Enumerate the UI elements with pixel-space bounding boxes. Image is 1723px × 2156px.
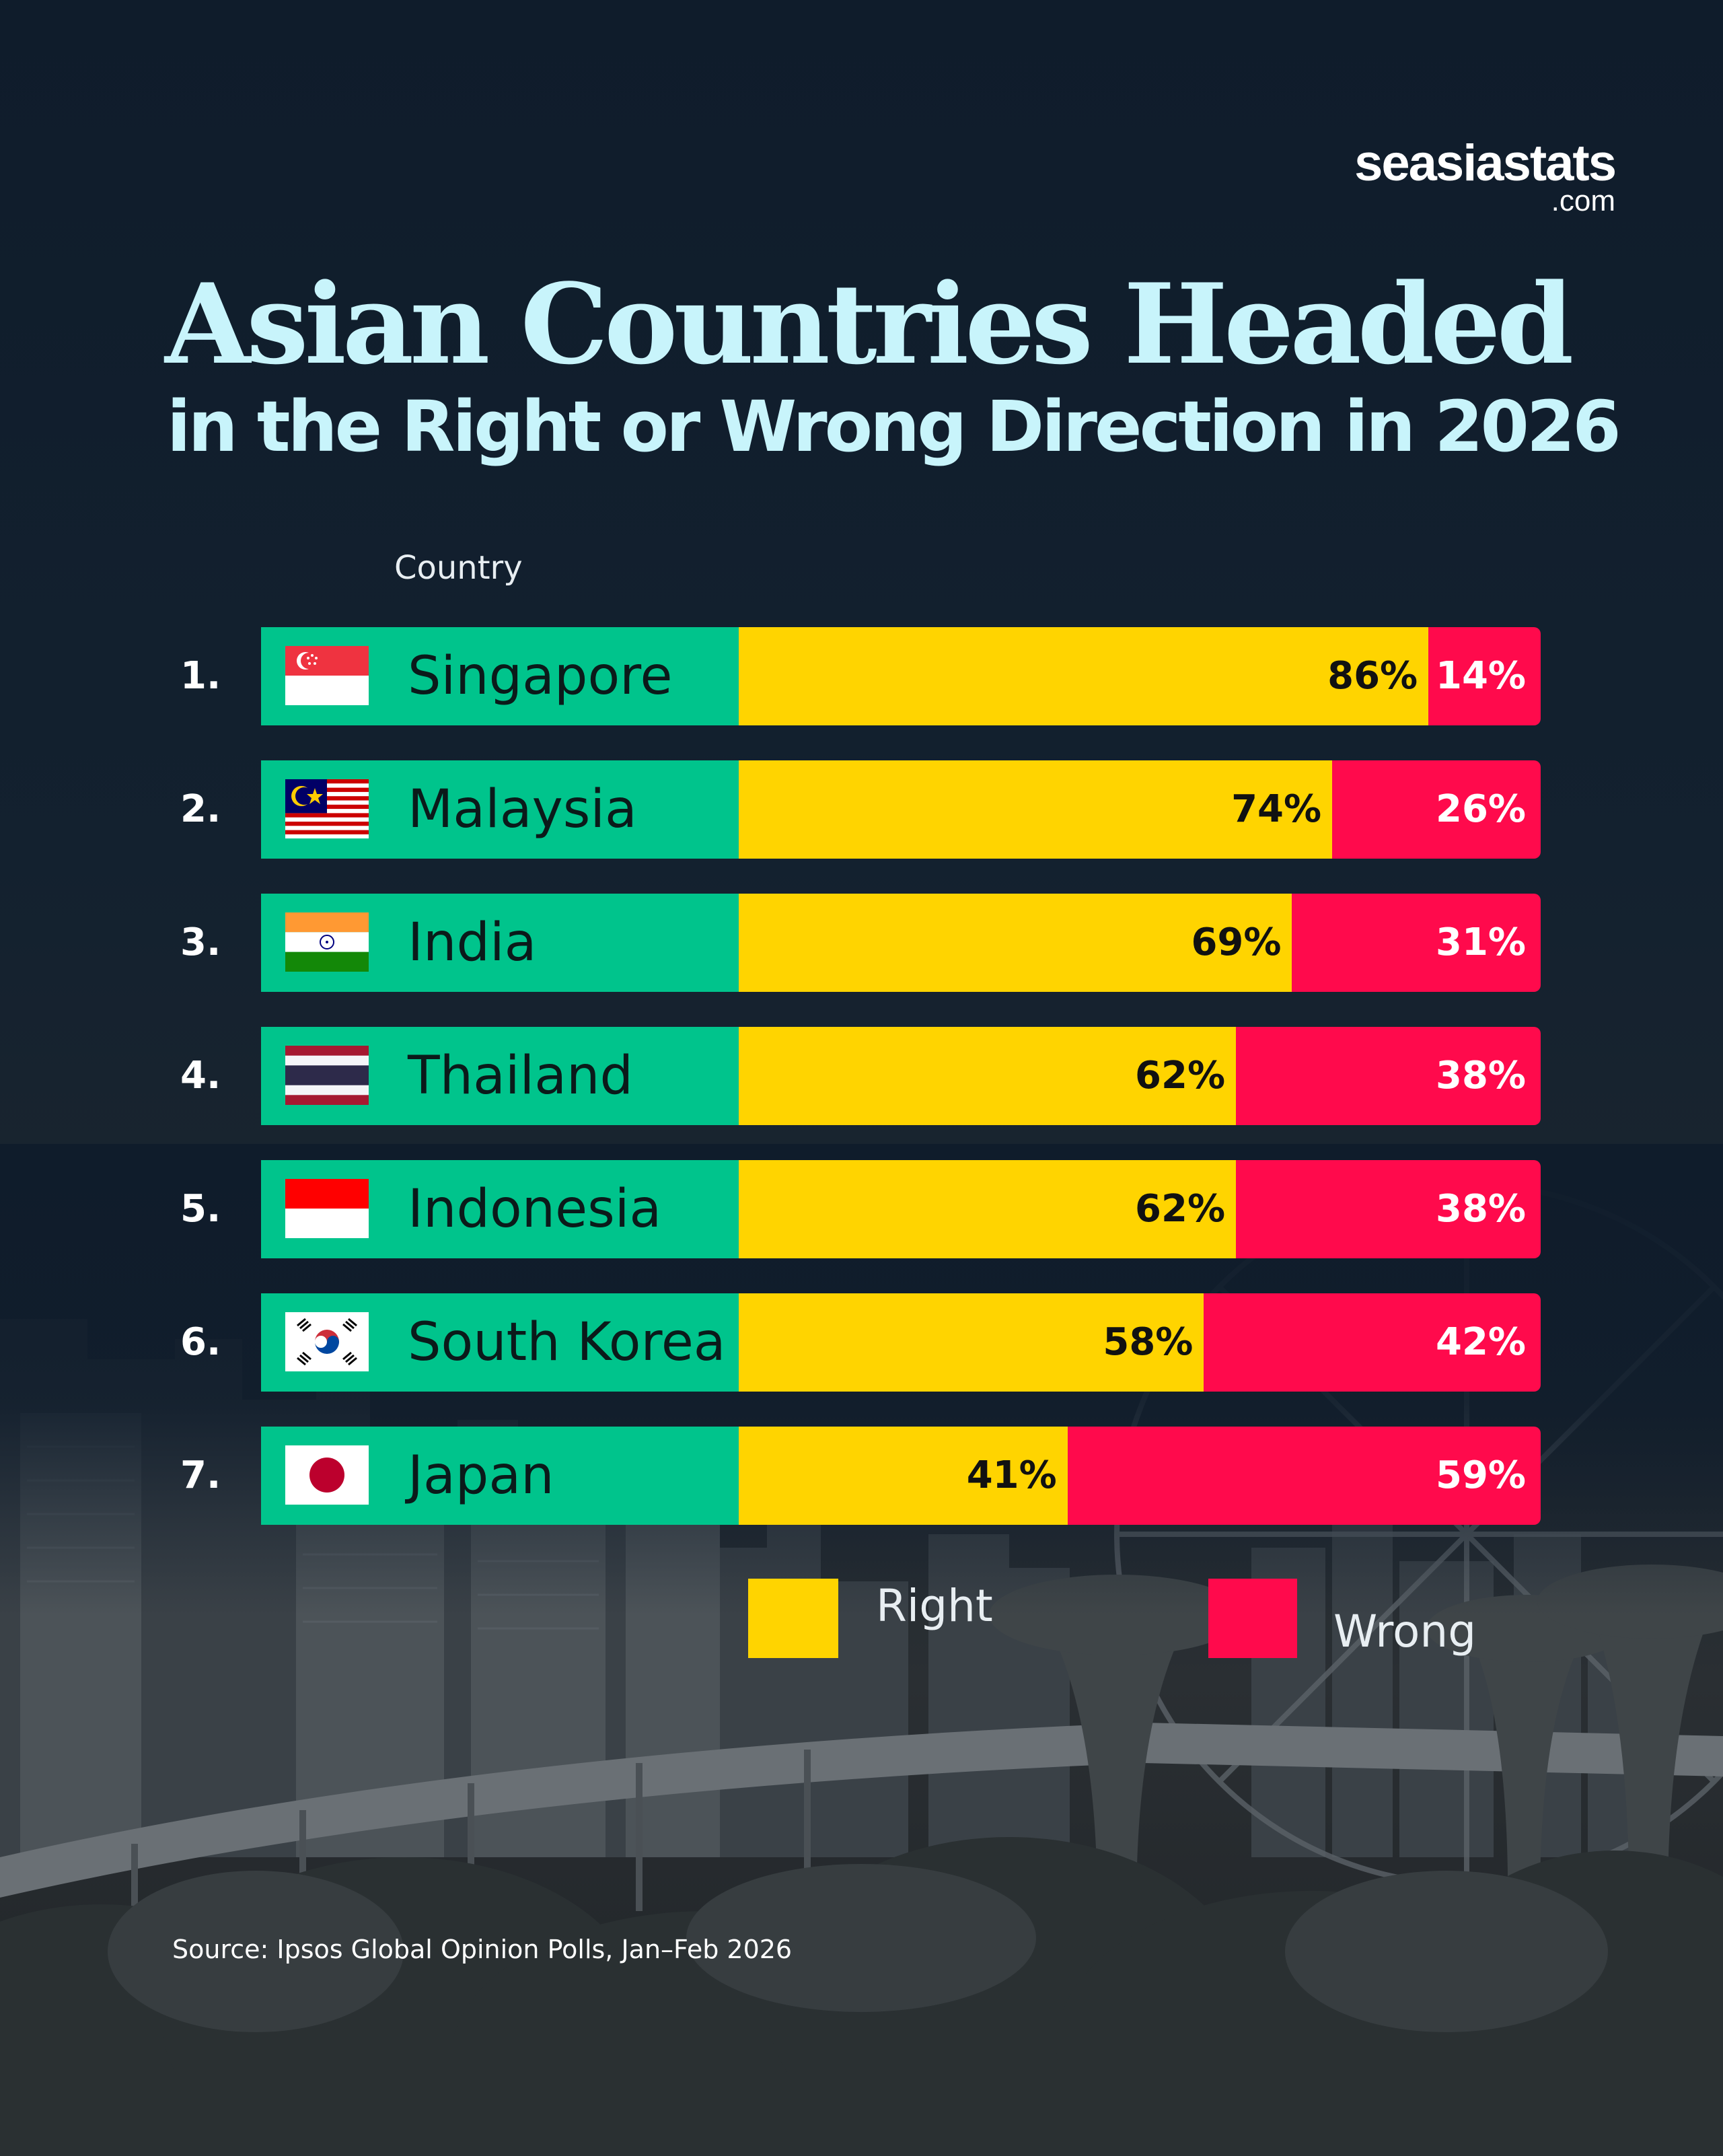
chart-title: Asian Countries Headed <box>165 259 1574 389</box>
data-label-right: 58% <box>1103 1320 1194 1364</box>
legend-label-wrong: Wrong <box>1333 1606 1477 1657</box>
bar-wrong <box>1236 1160 1541 1258</box>
data-label-wrong: 31% <box>1436 921 1527 964</box>
bar-row-thailand: Thailand 62% 38% <box>261 1027 1541 1125</box>
country-column-header: Country <box>394 549 523 587</box>
singapore-flag-icon <box>285 646 369 705</box>
bar-right <box>739 627 1429 725</box>
japan-flag-icon <box>285 1445 369 1505</box>
data-label-wrong: 42% <box>1436 1320 1527 1364</box>
south-korea-flag-icon <box>285 1312 369 1371</box>
country-name: Indonesia <box>408 1179 662 1239</box>
bar-right <box>739 760 1333 859</box>
country-name: Singapore <box>408 646 673 707</box>
country-cell: India <box>261 894 739 992</box>
data-label-wrong: 26% <box>1436 787 1527 831</box>
rank-label: 4. <box>180 1054 221 1098</box>
bar-right <box>739 1293 1204 1392</box>
country-name: Thailand <box>408 1046 633 1106</box>
bar-right <box>739 1027 1237 1125</box>
rank-label: 7. <box>180 1453 221 1497</box>
country-name: Japan <box>408 1445 554 1506</box>
country-cell: Japan <box>261 1427 739 1525</box>
country-name: South Korea <box>408 1312 726 1373</box>
country-cell: Malaysia <box>261 760 739 859</box>
country-name: India <box>408 912 537 973</box>
malaysia-flag-icon <box>285 779 369 838</box>
bar-row-south-korea: South Korea 58% 42% <box>261 1293 1541 1392</box>
data-label-right: 62% <box>1135 1187 1226 1231</box>
data-label-right: 69% <box>1191 921 1282 964</box>
bar-right <box>739 894 1292 992</box>
bar-right <box>739 1160 1237 1258</box>
rank-label: 2. <box>180 787 221 831</box>
country-cell: Indonesia <box>261 1160 739 1258</box>
data-label-right: 62% <box>1135 1054 1226 1098</box>
bar-row-japan: Japan 41% 59% <box>261 1427 1541 1525</box>
rank-label: 5. <box>180 1187 221 1231</box>
data-label-right: 41% <box>966 1453 1057 1497</box>
indonesia-flag-icon <box>285 1179 369 1238</box>
bar-wrong <box>1332 760 1541 859</box>
india-flag-icon <box>285 912 369 972</box>
bar-wrong <box>1236 1027 1541 1125</box>
legend-swatch-right <box>748 1579 838 1658</box>
rank-label: 1. <box>180 654 221 698</box>
data-label-wrong: 38% <box>1436 1054 1527 1098</box>
source-note: Source: Ipsos Global Opinion Polls, Jan–… <box>172 1935 793 1964</box>
brand-name: seasiastats <box>1354 135 1617 192</box>
bar-wrong <box>1292 894 1541 992</box>
rank-label: 6. <box>180 1320 221 1364</box>
bar-row-india: India 69% 31% <box>261 894 1541 992</box>
bar-row-singapore: Singapore 86% 14% <box>261 627 1541 725</box>
country-cell: Thailand <box>261 1027 739 1125</box>
country-cell: Singapore <box>261 627 739 725</box>
bar-row-indonesia: Indonesia 62% 38% <box>261 1160 1541 1258</box>
bar-right <box>739 1427 1068 1525</box>
data-label-right: 74% <box>1231 787 1322 831</box>
thailand-flag-icon <box>285 1046 369 1105</box>
legend-label-right: Right <box>876 1580 993 1632</box>
country-name: Malaysia <box>408 779 637 840</box>
data-label-wrong: 59% <box>1436 1453 1527 1497</box>
bar-row-malaysia: Malaysia 74% 26% <box>261 760 1541 859</box>
country-cell: South Korea <box>261 1293 739 1392</box>
bar-wrong <box>1204 1293 1541 1392</box>
bar-wrong <box>1067 1427 1541 1525</box>
data-label-right: 86% <box>1327 654 1418 698</box>
chart-subtitle: in the Right or Wrong Direction in 2026 <box>167 386 1621 468</box>
data-label-wrong: 14% <box>1436 654 1527 698</box>
brand-logo: seasiastats .com <box>1354 135 1617 217</box>
brand-suffix: .com <box>1551 184 1615 217</box>
rank-label: 3. <box>180 921 221 964</box>
legend-swatch-wrong <box>1208 1579 1297 1658</box>
bar-wrong <box>1428 627 1541 725</box>
data-label-wrong: 38% <box>1436 1187 1527 1231</box>
